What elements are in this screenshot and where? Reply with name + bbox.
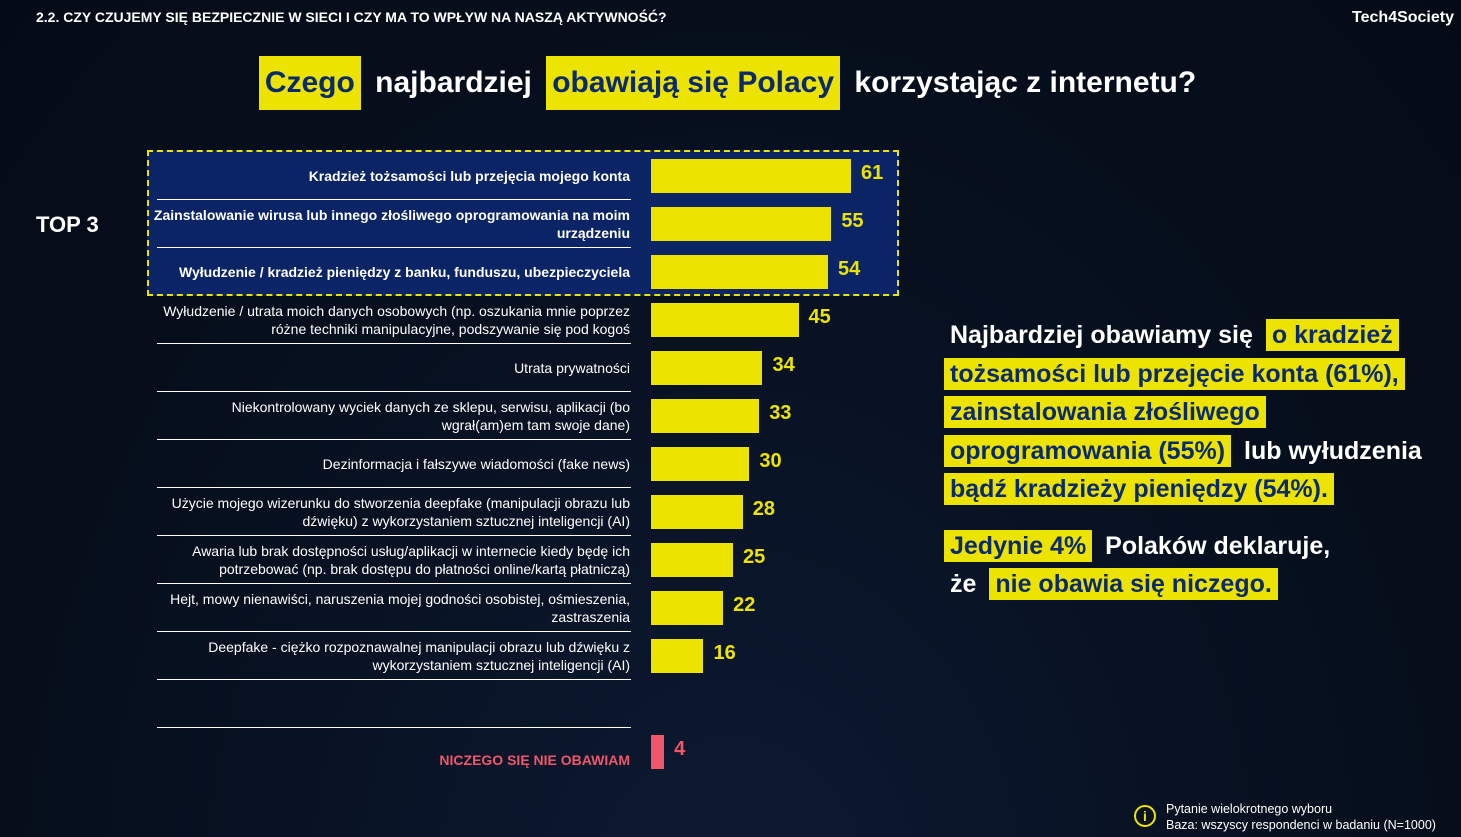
category-label: Użycie mojego wizerunku do stworzenia de… xyxy=(171,494,630,529)
bar xyxy=(651,543,733,577)
title-part: Czego xyxy=(258,56,361,110)
category-label: Kradzież tożsamości lub przejęcia mojego… xyxy=(308,167,630,184)
chart-row: NICZEGO SIĘ NIE OBAWIAM 4 xyxy=(157,728,917,776)
category-label: Utrata prywatności xyxy=(514,359,630,376)
brand-logo: Tech4Society xyxy=(1352,9,1454,26)
row-divider xyxy=(157,487,631,488)
value-label: 30 xyxy=(759,450,782,472)
bar xyxy=(651,399,760,433)
chart-row: Kradzież tożsamości lub przejęcia mojego… xyxy=(157,152,917,200)
bar xyxy=(651,207,832,241)
row-divider xyxy=(157,343,631,344)
row-divider xyxy=(157,247,631,248)
bar xyxy=(651,303,799,337)
value-label: 45 xyxy=(808,306,831,328)
chart-row: Wyłudzenie / kradzież pieniędzy z banku,… xyxy=(157,248,917,296)
row-divider xyxy=(157,583,631,584)
value-label: 34 xyxy=(772,354,795,376)
summary-part: bądź kradzieży pieniędzy (54%). xyxy=(944,473,1334,505)
top3-label: TOP 3 xyxy=(36,212,99,237)
summary-part: Polaków deklaruje, xyxy=(1105,531,1331,560)
row-divider xyxy=(157,679,631,680)
category-label: Wyłudzenie / utrata moich danych osobowy… xyxy=(163,302,630,337)
row-divider xyxy=(157,199,631,200)
row-divider xyxy=(157,535,631,536)
row-divider xyxy=(157,439,631,440)
summary-part: że xyxy=(950,570,977,598)
bar xyxy=(651,639,704,673)
value-label: 61 xyxy=(861,162,884,184)
bar xyxy=(651,351,763,385)
bar xyxy=(651,255,829,289)
row-divider xyxy=(157,631,631,632)
category-label: Dezinformacja i fałszywe wiadomości (fak… xyxy=(322,455,630,472)
title-part: najbardziej xyxy=(375,66,532,99)
section-header: 2.2. CZY CZUJEMY SIĘ BEZPIECZNIE W SIECI… xyxy=(36,9,667,25)
value-label: 4 xyxy=(674,738,686,760)
category-label: Awaria lub brak dostępności usług/aplika… xyxy=(192,542,630,577)
chart-row: Awaria lub brak dostępności usług/aplika… xyxy=(157,536,917,584)
value-label: 28 xyxy=(752,498,776,520)
summary-part: Jedynie 4% xyxy=(944,529,1093,562)
category-label: Hejt, mowy nienawiści, naruszenia mojej … xyxy=(170,590,630,625)
chart-row: Zainstalowanie wirusa lub innego złośliw… xyxy=(154,200,917,248)
value-label: 55 xyxy=(841,210,864,232)
bar xyxy=(651,447,750,481)
bar xyxy=(651,159,851,193)
title-part: korzystając z internetu? xyxy=(854,66,1197,99)
chart-row: Wyłudzenie / utrata moich danych osobowy… xyxy=(157,296,917,344)
bar xyxy=(651,591,724,625)
chart-row: Użycie mojego wizerunku do stworzenia de… xyxy=(157,488,917,536)
footnote-line: Pytanie wielokrotnego wyboru xyxy=(1166,802,1333,816)
bar xyxy=(651,735,665,769)
category-label: Zainstalowanie wirusa lub innego złośliw… xyxy=(153,206,630,241)
footnote-line: Baza: wszyscy respondenci w badaniu (N=1… xyxy=(1166,818,1436,832)
row-divider xyxy=(157,391,631,392)
footnote: i Pytanie wielokrotnego wyboru Baza: wsz… xyxy=(1134,801,1436,833)
value-label: 33 xyxy=(769,402,792,424)
summary-part: lub wyłudzenia xyxy=(1244,436,1422,465)
title-part: obawiają się Polacy xyxy=(546,56,841,110)
chart-row: Hejt, mowy nienawiści, naruszenia mojej … xyxy=(157,584,917,632)
page-title: Czego najbardziej obawiają się Polacy ko… xyxy=(0,56,1461,110)
info-icon: i xyxy=(1134,805,1156,827)
summary-part: Najbardziej obawiamy się xyxy=(950,321,1253,349)
category-label: Niekontrolowany wyciek danych ze sklepu,… xyxy=(231,398,630,433)
summary-part: nie obawia się niczego. xyxy=(989,568,1278,600)
chart-row: Dezinformacja i fałszywe wiadomości (fak… xyxy=(157,440,917,488)
category-label: NICZEGO SIĘ NIE OBAWIAM xyxy=(439,752,630,768)
chart-row: Utrata prywatności 34 xyxy=(157,344,917,392)
value-label: 54 xyxy=(838,258,861,280)
chart-row: Deepfake - ciężko rozpoznawalnej manipul… xyxy=(157,632,917,680)
row-divider xyxy=(157,727,631,728)
bar xyxy=(651,495,743,529)
value-label: 16 xyxy=(713,642,736,664)
value-label: 25 xyxy=(742,546,766,568)
summary-text: Najbardziej obawiamy się o kradzież tożs… xyxy=(944,316,1444,604)
chart-row: Niekontrolowany wyciek danych ze sklepu,… xyxy=(157,392,917,440)
value-label: 22 xyxy=(733,594,756,616)
category-label: Deepfake - ciężko rozpoznawalnej manipul… xyxy=(208,638,630,673)
category-label: Wyłudzenie / kradzież pieniędzy z banku,… xyxy=(179,263,630,280)
